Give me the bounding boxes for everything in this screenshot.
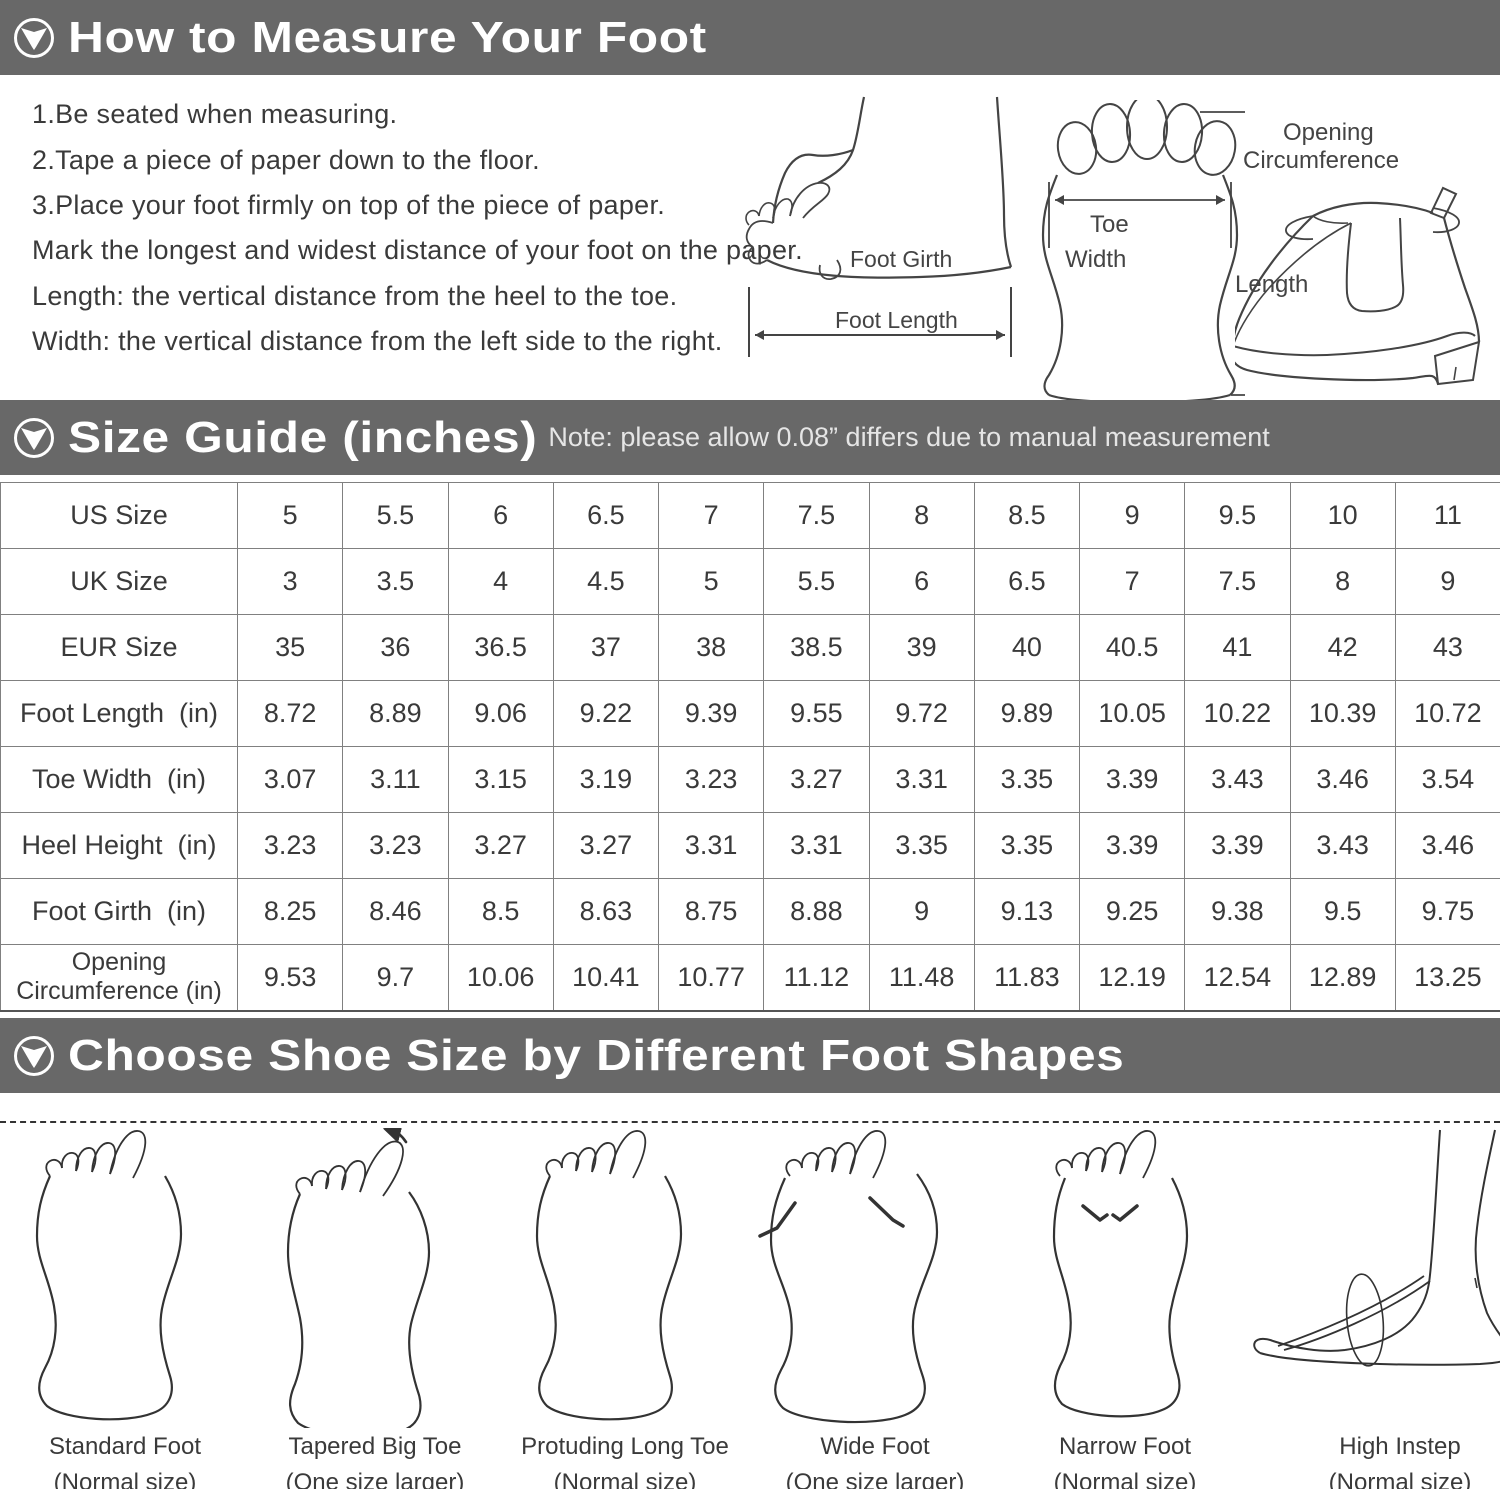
svg-text:Foot Girth: Foot Girth [850,246,952,272]
svg-text:Circumference: Circumference [1243,147,1399,174]
svg-text:Width: Width [1065,246,1126,273]
svg-text:Toe: Toe [1090,211,1129,238]
svg-text:Length: Length [1235,271,1308,298]
svg-text:Opening: Opening [1283,120,1374,146]
svg-text:Foot Length: Foot Length [835,307,958,333]
